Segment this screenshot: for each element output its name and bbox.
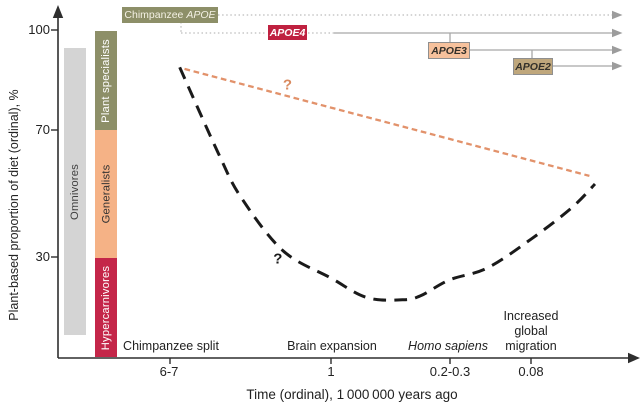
y-tick-70: 70 bbox=[35, 122, 50, 137]
event-homo-sapiens: Homo sapiens bbox=[408, 339, 488, 353]
band-omnivores: Omnivores bbox=[64, 48, 86, 335]
x-tick-0.08: 0.08 bbox=[518, 364, 544, 379]
x-axis-arrowhead bbox=[628, 352, 640, 364]
event-brain-expansion: Brain expansion bbox=[287, 339, 377, 353]
axes bbox=[51, 5, 640, 364]
band-hypercarnivores: Hypercarnivores bbox=[95, 258, 117, 357]
event-increased-global-migration: Increased global migration bbox=[503, 309, 559, 353]
chimpanzee-apoe-badge-gene: APOE bbox=[186, 9, 216, 21]
apoe-arrow-lines bbox=[180, 10, 623, 71]
chimpanzee-apoe-badge-prefix: Chimpanzee bbox=[124, 9, 184, 21]
arrowhead-chimp-apoe bbox=[612, 10, 623, 20]
x-tick-0.2-0.3: 0.2-0.3 bbox=[429, 364, 471, 379]
apoe4-badge: APOE4 bbox=[268, 25, 307, 40]
y-tick-30: 30 bbox=[35, 249, 50, 264]
band-generalists: Generalists bbox=[95, 130, 117, 258]
x-tick-1: 1 bbox=[327, 364, 335, 379]
apoe3-badge: APOE3 bbox=[428, 42, 470, 59]
diet-curve-1 bbox=[184, 67, 590, 178]
diet-curve-0 bbox=[178, 66, 597, 302]
arrowhead-apoe4 bbox=[612, 28, 623, 38]
y-axis-arrowhead bbox=[52, 5, 64, 18]
apoe2-badge: APOE2 bbox=[513, 58, 553, 75]
chimpanzee-apoe-badge: Chimpanzee APOE bbox=[122, 7, 218, 23]
event-chimpanzee-split: Chimpanzee split bbox=[123, 339, 219, 353]
arrowhead-apoe3 bbox=[612, 45, 623, 55]
diet-curves bbox=[178, 66, 597, 302]
band-plant-specialists: Plant specialists bbox=[95, 31, 117, 130]
y-axis-title: Plant-based proportion of diet (ordinal)… bbox=[7, 89, 21, 321]
x-tick-6-7: 6-7 bbox=[159, 364, 179, 379]
arrowhead-apoe2 bbox=[612, 61, 623, 71]
x-axis-title: Time (ordinal), 1 000 000 years ago bbox=[246, 387, 458, 402]
y-tick-100: 100 bbox=[28, 22, 50, 37]
